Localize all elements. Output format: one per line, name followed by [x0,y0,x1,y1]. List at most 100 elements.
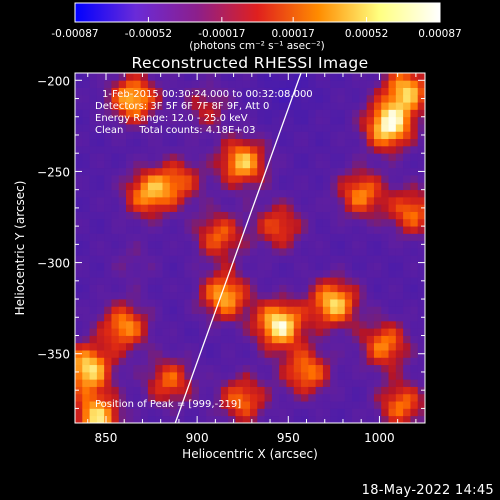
heatmap-cell [337,284,346,293]
heatmap-cell [155,401,163,409]
heatmap-cell [96,328,105,336]
heatmap-cell [250,131,258,140]
heatmap-cell [264,248,273,256]
heatmap-cell [344,204,353,212]
heatmap-cell [177,255,185,263]
heatmap-cell [257,145,265,154]
heatmap-cell [271,116,280,125]
heatmap-cell [75,364,83,373]
heatmap-cell [279,408,287,417]
heatmap-cell [133,124,142,132]
heatmap-cell [366,94,375,103]
heatmap-cell [184,116,193,125]
heatmap-cell [344,102,353,110]
heatmap-cell [352,262,360,271]
heatmap-cell [220,116,229,125]
heatmap-cell [242,291,251,300]
heatmap-cell [395,415,404,423]
heatmap-cell [89,262,98,271]
heatmap-cell [147,182,156,191]
y-axis-label: Heliocentric Y (arcsec) [13,181,27,316]
heatmap-cell [104,284,112,293]
heatmap-cell [315,371,324,380]
heatmap-cell [395,379,404,387]
heatmap-cell [177,153,185,161]
heatmap-cell [330,291,338,300]
heatmap-cell [89,167,98,176]
heatmap-cell [75,357,83,366]
heatmap-cell [126,291,134,300]
heatmap-cell [82,262,90,271]
heatmap-cell [206,109,214,118]
heatmap-cell [250,401,258,409]
heatmap-cell [111,94,120,103]
heatmap-cell [257,196,265,205]
heatmap-cell [118,350,127,358]
heatmap-cell [388,167,397,176]
heatmap-cell [82,350,90,358]
heatmap-cell [169,160,178,169]
heatmap-cell [395,393,404,402]
heatmap-cell [242,211,251,220]
heatmap-cell [395,116,404,125]
heatmap-cell [388,284,397,293]
heatmap-cell [330,269,338,278]
heatmap-cell [373,291,382,300]
heatmap-cell [352,145,360,154]
heatmap-cell [89,138,98,147]
heatmap-cell [366,124,375,132]
heatmap-cell [257,226,265,234]
heatmap-cell [286,371,295,380]
heatmap-cell [417,73,425,81]
heatmap-cell [417,306,425,315]
heatmap-cell [191,415,200,423]
heatmap-cell [206,277,214,285]
heatmap-cell [286,284,295,293]
heatmap-cell [191,335,200,344]
heatmap-cell [184,255,193,263]
heatmap-cell [293,255,302,263]
heatmap-cell [308,182,317,191]
heatmap-cell [388,328,397,336]
heatmap-cell [403,102,411,110]
heatmap-cell [373,269,382,278]
heatmap-cell [111,364,120,373]
heatmap-cell [184,175,193,183]
heatmap-cell [75,87,83,96]
heatmap-cell [111,342,120,351]
heatmap-cell [235,379,244,387]
heatmap-cell [118,124,127,132]
heatmap-cell [82,371,90,380]
heatmap-cell [395,342,404,351]
heatmap-cell [89,291,98,300]
heatmap-cell [147,109,156,118]
heatmap-cell [118,284,127,293]
heatmap-cell [118,204,127,212]
heatmap-cell [279,350,287,358]
heatmap-cell [344,371,353,380]
heatmap-cell [118,94,127,103]
heatmap-cell [271,357,280,366]
heatmap-cell [242,153,251,161]
heatmap-cell [388,116,397,125]
heatmap-cell [162,189,171,198]
heatmap-cell [395,196,404,205]
heatmap-cell [213,175,222,183]
heatmap-cell [395,153,404,161]
heatmap-cell [315,94,324,103]
heatmap-cell [359,167,368,176]
heatmap-cell [191,160,200,169]
heatmap-cell [330,131,338,140]
heatmap-cell [177,408,185,417]
heatmap-cell [322,342,331,351]
heatmap-cell [177,262,185,271]
heatmap-cell [410,277,419,285]
heatmap-cell [322,189,331,198]
y-tick-label: −250 [37,165,70,179]
heatmap-cell [279,401,287,409]
heatmap-cell [250,393,258,402]
heatmap-cell [213,277,222,285]
heatmap-cell [250,269,258,278]
heatmap-cell [403,255,411,263]
heatmap-cell [198,175,207,183]
